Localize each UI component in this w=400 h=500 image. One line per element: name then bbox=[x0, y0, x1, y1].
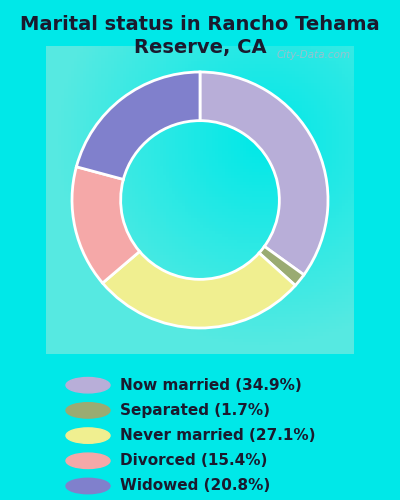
Text: Never married (27.1%): Never married (27.1%) bbox=[120, 428, 316, 443]
Text: Widowed (20.8%): Widowed (20.8%) bbox=[120, 478, 270, 494]
Circle shape bbox=[66, 478, 110, 494]
Circle shape bbox=[66, 428, 110, 444]
Wedge shape bbox=[200, 72, 328, 275]
Wedge shape bbox=[76, 72, 200, 180]
Wedge shape bbox=[102, 252, 295, 328]
Text: Separated (1.7%): Separated (1.7%) bbox=[120, 403, 270, 418]
Text: Divorced (15.4%): Divorced (15.4%) bbox=[120, 454, 267, 468]
Circle shape bbox=[66, 378, 110, 393]
Text: Now married (34.9%): Now married (34.9%) bbox=[120, 378, 302, 392]
Text: City-Data.com: City-Data.com bbox=[276, 50, 350, 59]
Wedge shape bbox=[259, 246, 304, 286]
Wedge shape bbox=[72, 167, 140, 283]
Circle shape bbox=[66, 453, 110, 468]
Text: Marital status in Rancho Tehama
Reserve, CA: Marital status in Rancho Tehama Reserve,… bbox=[20, 15, 380, 58]
Circle shape bbox=[66, 402, 110, 418]
